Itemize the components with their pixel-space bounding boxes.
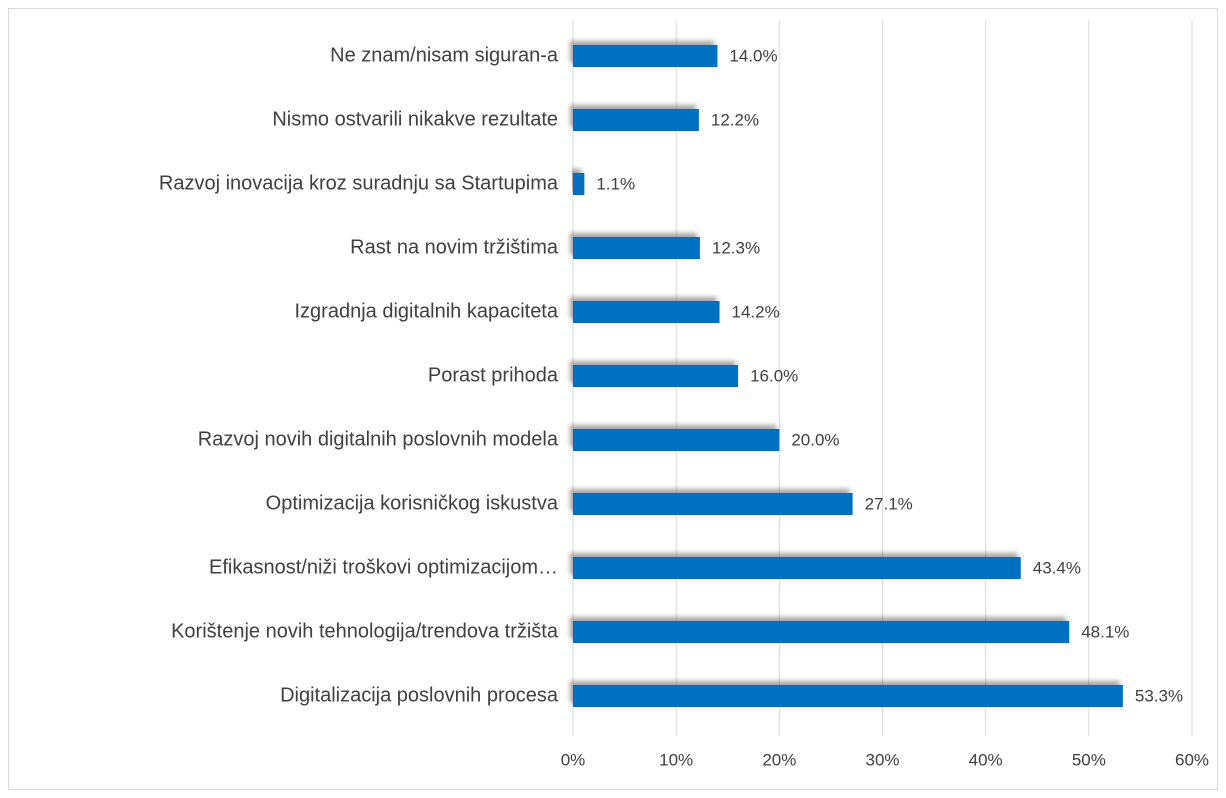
bar bbox=[573, 365, 739, 387]
category-label: Rast na novim tržištima bbox=[350, 236, 559, 258]
category-label: Nismo ostvarili nikakve rezultate bbox=[272, 108, 558, 130]
value-label: 43.4% bbox=[1033, 558, 1081, 577]
bar bbox=[573, 237, 700, 259]
bar bbox=[573, 301, 720, 323]
category-label: Ne znam/nisam siguran-a bbox=[330, 44, 559, 66]
x-tick-label: 0% bbox=[561, 750, 586, 769]
bar bbox=[573, 621, 1070, 643]
category-label: Razvoj inovacija kroz suradnju sa Startu… bbox=[159, 172, 559, 194]
value-label: 53.3% bbox=[1135, 686, 1183, 705]
value-label: 20.0% bbox=[791, 430, 839, 449]
bar bbox=[573, 109, 699, 131]
bar bbox=[573, 685, 1123, 707]
bar bbox=[573, 173, 585, 195]
x-tick-label: 30% bbox=[865, 750, 899, 769]
category-label: Digitalizacija poslovnih procesa bbox=[280, 684, 559, 706]
category-label: Optimizacija korisničkog iskustva bbox=[266, 492, 559, 514]
value-label: 1.1% bbox=[596, 174, 635, 193]
bar bbox=[573, 557, 1021, 579]
bar bbox=[573, 493, 853, 515]
value-label: 14.0% bbox=[729, 46, 777, 65]
value-label: 16.0% bbox=[750, 366, 798, 385]
value-label: 14.2% bbox=[731, 302, 779, 321]
x-tick-label: 50% bbox=[1072, 750, 1106, 769]
category-label: Efikasnost/niži troškovi optimizacijom… bbox=[209, 556, 558, 578]
bar bbox=[573, 429, 780, 451]
value-label: 48.1% bbox=[1081, 622, 1129, 641]
bar bbox=[573, 45, 718, 67]
x-tick-label: 60% bbox=[1175, 750, 1209, 769]
category-label: Porast prihoda bbox=[428, 364, 559, 386]
chart-frame bbox=[8, 8, 1218, 790]
category-label: Korištenje novih tehnologija/trendova tr… bbox=[171, 620, 559, 642]
value-label: 12.3% bbox=[712, 238, 760, 257]
x-tick-label: 40% bbox=[969, 750, 1003, 769]
value-label: 27.1% bbox=[865, 494, 913, 513]
value-label: 12.2% bbox=[711, 110, 759, 129]
x-tick-label: 20% bbox=[762, 750, 796, 769]
category-label: Izgradnja digitalnih kapaciteta bbox=[294, 300, 558, 322]
x-tick-label: 10% bbox=[659, 750, 693, 769]
category-label: Razvoj novih digitalnih poslovnih modela bbox=[198, 428, 559, 450]
